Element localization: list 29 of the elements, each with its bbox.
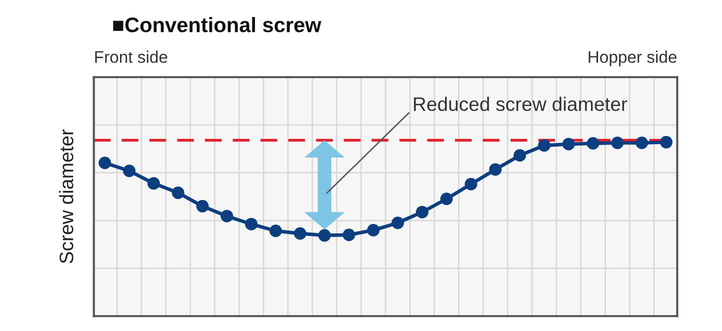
point xyxy=(318,229,331,242)
point xyxy=(416,206,428,218)
point xyxy=(269,224,282,238)
point xyxy=(489,163,502,176)
point xyxy=(172,186,184,200)
y-axis-title: Screw diameter xyxy=(59,129,74,264)
point xyxy=(342,228,356,242)
point xyxy=(538,139,550,152)
point xyxy=(464,178,478,190)
point xyxy=(440,192,453,206)
point xyxy=(562,138,575,150)
point xyxy=(636,136,648,150)
point xyxy=(586,137,600,150)
point xyxy=(660,136,672,148)
point xyxy=(196,200,209,212)
chart-title: ■Conventional screw xyxy=(113,16,322,32)
point xyxy=(245,218,258,230)
point xyxy=(147,177,160,190)
point xyxy=(220,210,234,222)
text: Hopper side xyxy=(588,50,676,66)
point xyxy=(98,156,112,170)
point xyxy=(123,164,136,178)
point xyxy=(514,149,526,162)
point xyxy=(367,224,380,236)
point xyxy=(392,216,404,230)
text: Reduced screw diameter xyxy=(414,96,628,112)
text: Front side xyxy=(95,50,168,63)
point xyxy=(294,227,306,240)
point xyxy=(611,136,624,150)
